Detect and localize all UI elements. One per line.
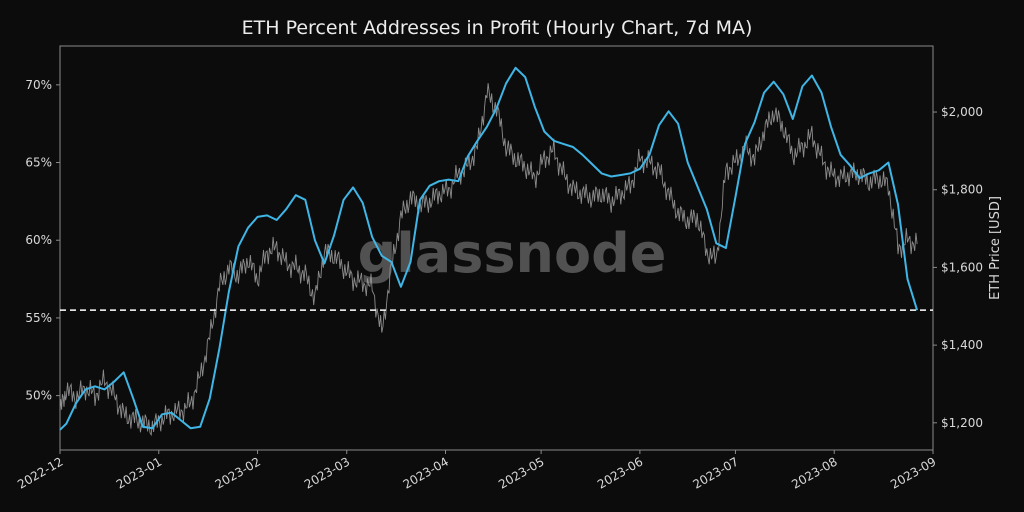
- chart-title: ETH Percent Addresses in Profit (Hourly …: [242, 17, 753, 39]
- watermark: glassnode: [358, 222, 667, 285]
- left-tick-label: 60%: [25, 233, 52, 247]
- left-axis: 50% 55% 60% 65% 70%: [25, 78, 60, 403]
- right-tick-label: $2,000: [941, 105, 983, 119]
- plot-frame: [59, 45, 934, 451]
- right-axis-label: ETH Price [USD]: [988, 196, 1003, 300]
- right-tick-label: $1,200: [941, 416, 983, 430]
- left-tick-label: 50%: [25, 389, 52, 403]
- percent-in-profit-line: [59, 66, 919, 431]
- right-tick-label: $1,400: [941, 338, 983, 352]
- left-tick-label: 55%: [25, 311, 52, 325]
- right-tick-label: $1,800: [941, 183, 983, 197]
- left-tick-label: 65%: [25, 156, 52, 170]
- eth-price-line: [59, 83, 918, 437]
- left-tick-label: 70%: [25, 78, 52, 92]
- right-axis: $1,200 $1,400 $1,600 $1,800 $2,000: [933, 105, 983, 430]
- right-tick-label: $1,600: [941, 260, 983, 274]
- series-layer: [59, 66, 919, 437]
